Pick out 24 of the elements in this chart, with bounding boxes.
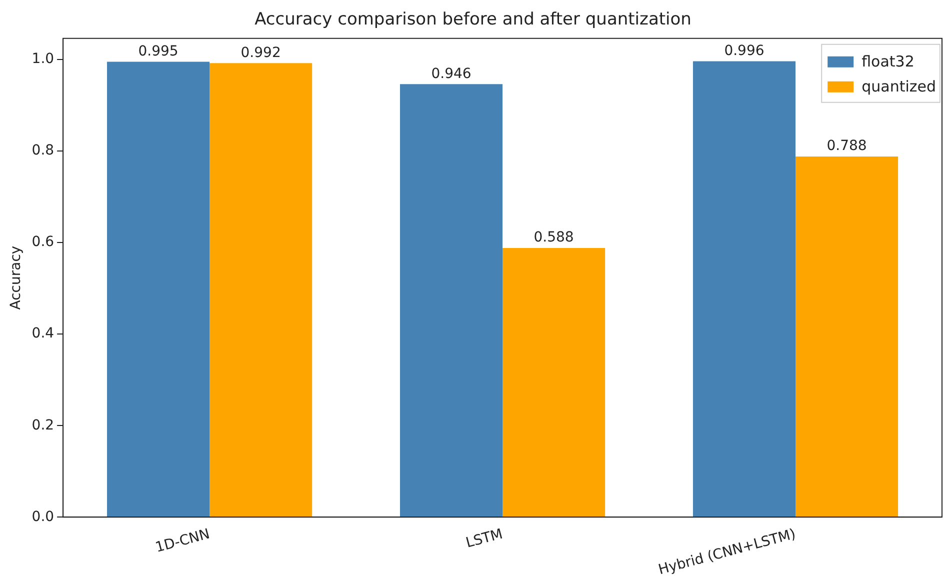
data-label: 0.996 bbox=[724, 42, 764, 59]
data-label: 0.946 bbox=[431, 66, 472, 82]
y-tick-label: 0.8 bbox=[32, 142, 54, 159]
y-tick-label: 0.6 bbox=[32, 234, 54, 250]
data-label: 0.992 bbox=[240, 44, 281, 61]
x-tick-label: LSTM bbox=[464, 526, 505, 552]
y-tick-label: 0.4 bbox=[32, 326, 54, 342]
y-tick-label: 0.0 bbox=[32, 508, 54, 525]
legend-label: float32 bbox=[862, 52, 914, 70]
bar bbox=[210, 63, 312, 517]
y-tick-label: 1.0 bbox=[32, 51, 54, 68]
y-axis-title: Accuracy bbox=[8, 246, 24, 310]
bar bbox=[796, 156, 898, 517]
data-label: 0.788 bbox=[826, 138, 867, 154]
bar bbox=[502, 248, 606, 517]
x-tick-label: 1D-CNN bbox=[154, 526, 212, 556]
bar bbox=[107, 62, 210, 517]
chart-title: Accuracy comparison before and after quantization bbox=[254, 10, 692, 30]
y-tick-label: 0.2 bbox=[32, 417, 54, 434]
bar bbox=[400, 84, 503, 517]
bar bbox=[692, 61, 796, 517]
data-label: 0.588 bbox=[534, 230, 574, 246]
legend-label: quantized bbox=[862, 77, 936, 96]
data-label: 0.995 bbox=[138, 43, 178, 60]
